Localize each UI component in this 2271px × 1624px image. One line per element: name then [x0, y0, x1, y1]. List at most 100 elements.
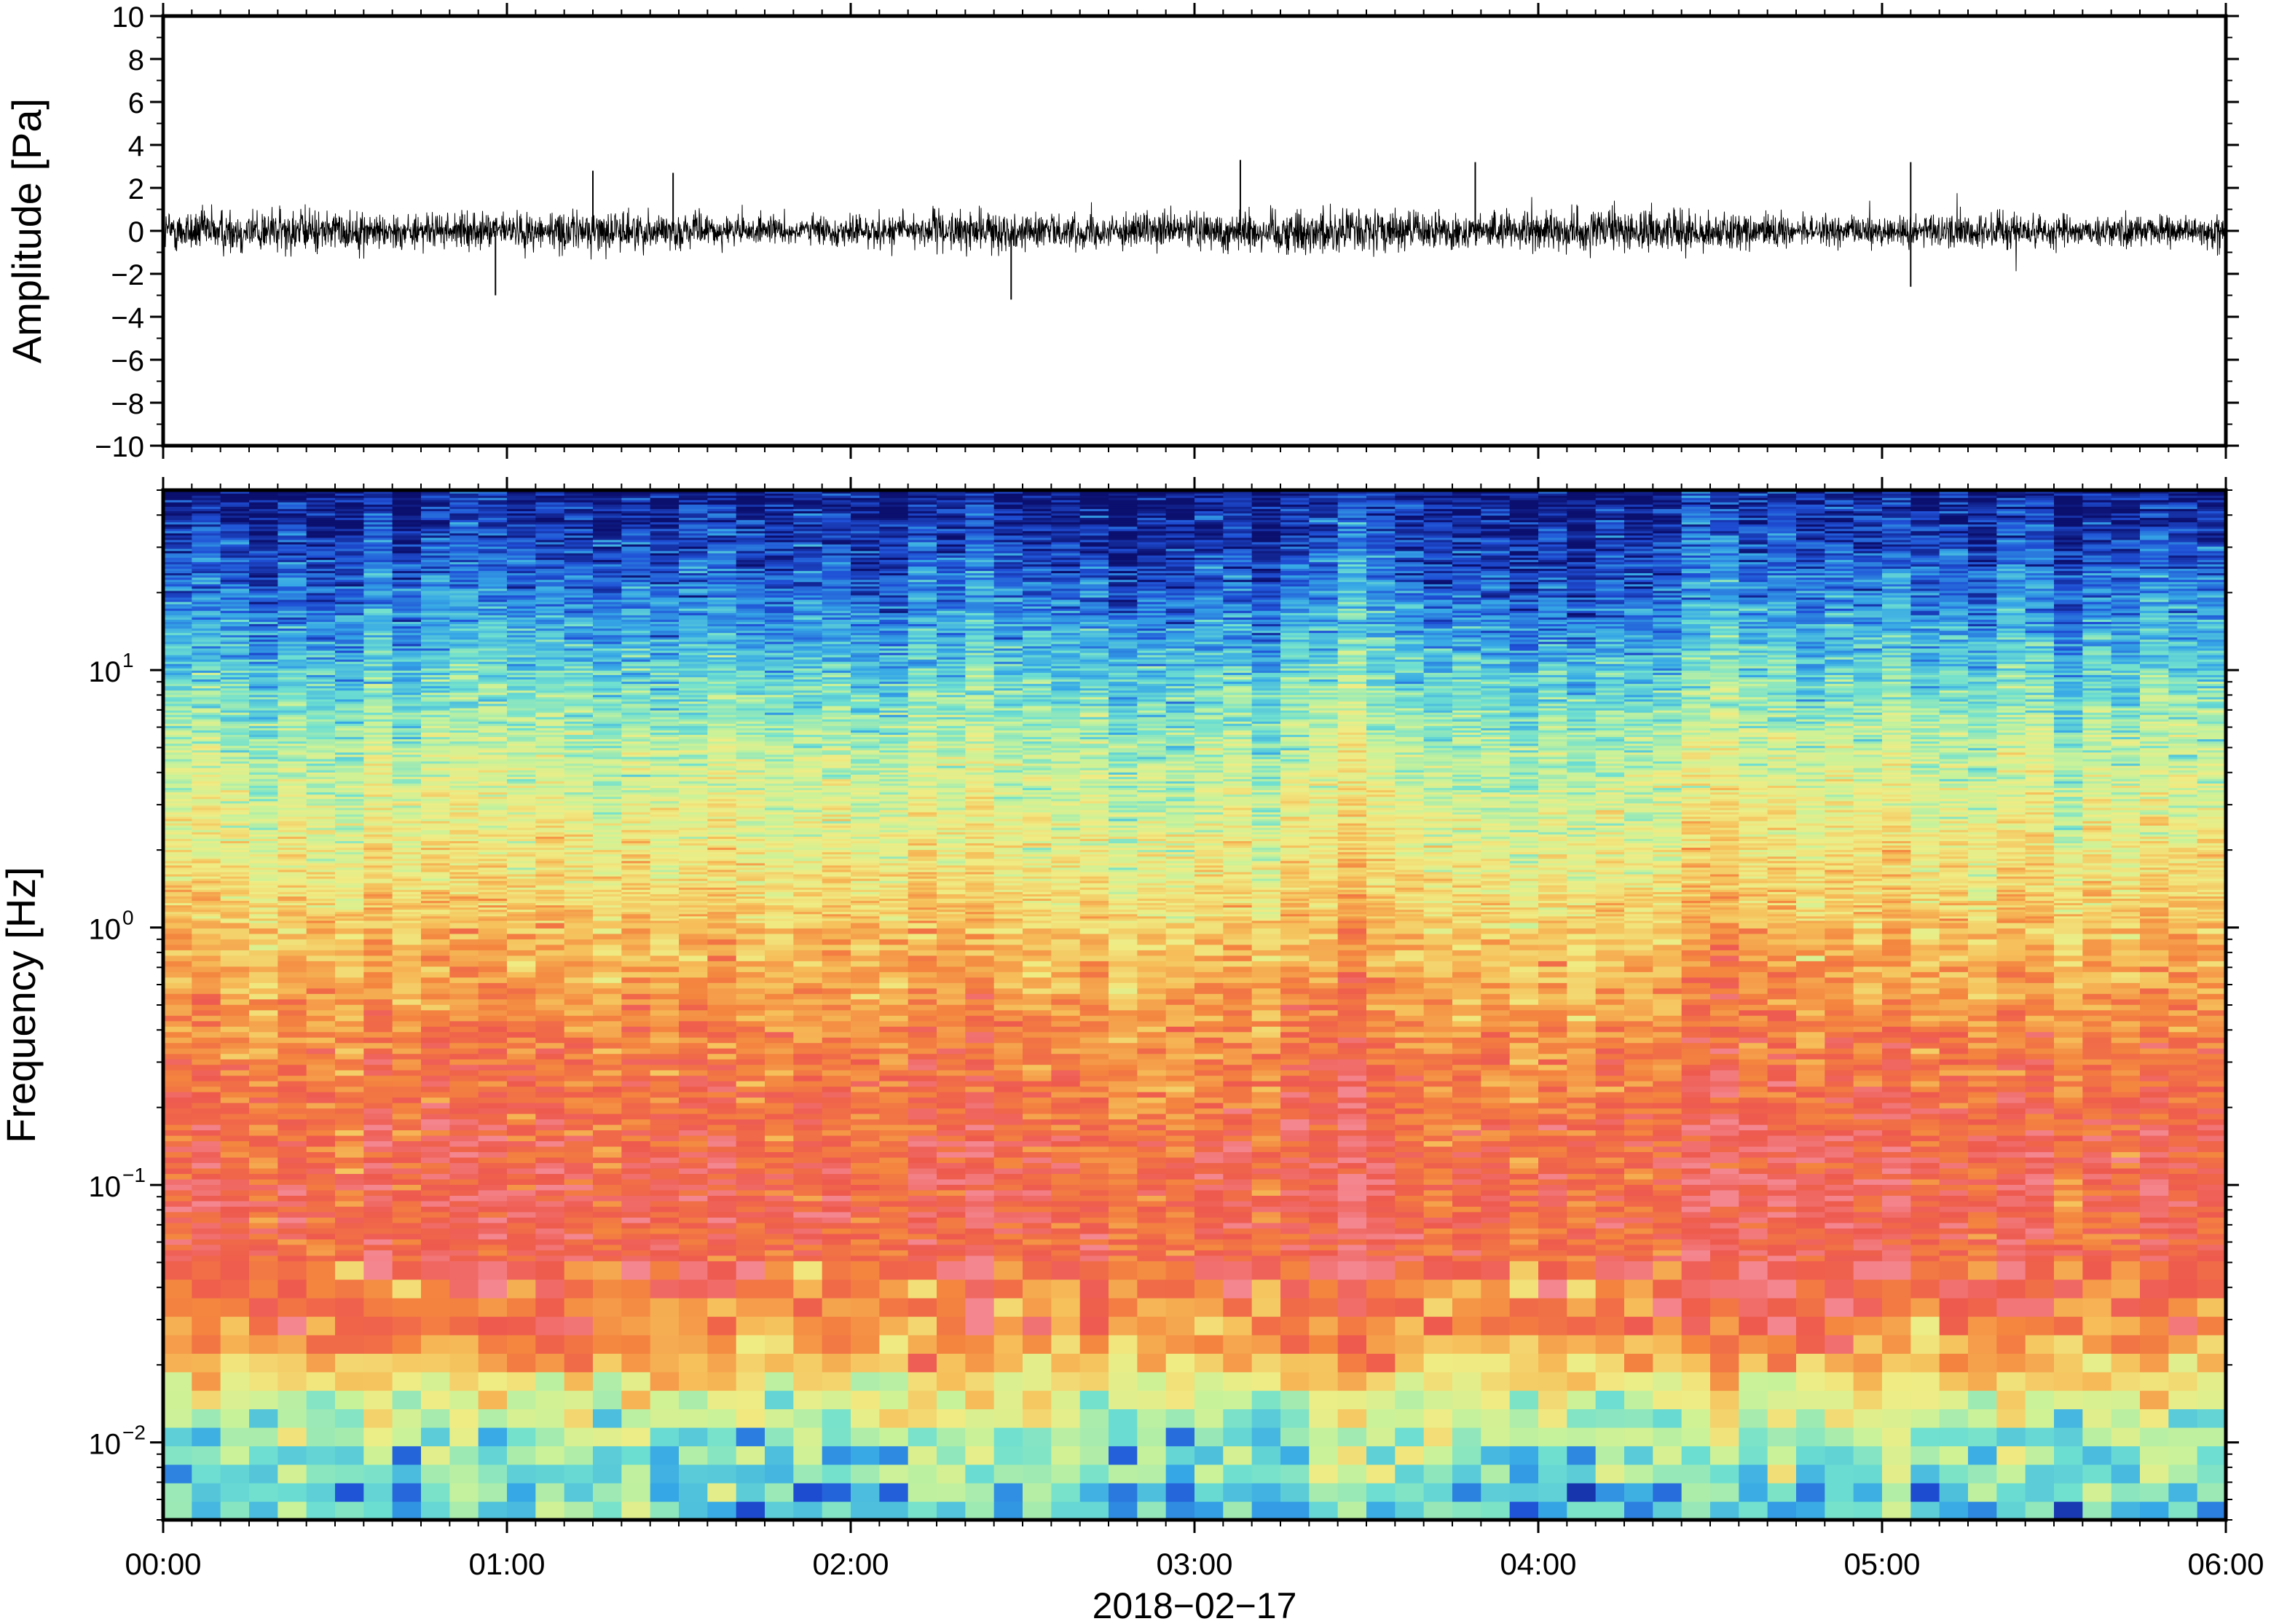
spectrogram-cell [2082, 1298, 2112, 1317]
spectrogram-cell [879, 988, 909, 994]
spectrogram-cell [2111, 988, 2141, 994]
spectrogram-cell [449, 1119, 479, 1125]
spectrogram-cell [1423, 1464, 1453, 1483]
spectrogram-cell [1280, 1108, 1310, 1114]
spectrogram-cell [1337, 1026, 1367, 1033]
spectrogram-cell [1853, 1501, 1883, 1520]
spectrogram-cell [535, 1239, 565, 1245]
spectrogram-cell [392, 1195, 422, 1202]
spectrogram-cell [1251, 1371, 1281, 1391]
spectrogram-cell [1309, 1233, 1339, 1239]
spectrogram-cell [363, 1156, 393, 1164]
spectrogram-cell [2025, 977, 2055, 983]
spectrogram-cell [1739, 1390, 1768, 1410]
spectrogram-cell [793, 1228, 823, 1234]
spectrogram-cell [1825, 993, 1854, 1000]
spectrogram-cell [306, 1501, 336, 1520]
spectrogram-cell [1595, 1146, 1625, 1153]
spectrogram-cell [1710, 1167, 1739, 1175]
spectrogram-cell [1452, 988, 1481, 994]
spectrogram-cell [1023, 1070, 1052, 1076]
spectrogram-cell [993, 1162, 1023, 1169]
spectrogram-cell [1165, 1092, 1195, 1098]
spectrogram-cell [1194, 1108, 1224, 1114]
spectrogram-cell [1280, 1483, 1310, 1502]
spectrogram-cell [1079, 1042, 1109, 1049]
spectrogram-cell [679, 998, 708, 1005]
spectrogram-cell [993, 1075, 1023, 1081]
spectrogram-cell [1366, 1464, 1396, 1483]
spectrogram-cell [1452, 1064, 1481, 1071]
spectrogram-cell [1653, 1048, 1682, 1055]
spectrogram-cell [1796, 1070, 1825, 1076]
spectrogram-cell [822, 1446, 851, 1465]
spectrogram-cell [363, 1233, 393, 1239]
spectrogram-cell [535, 1217, 565, 1223]
spectrogram-cell [1653, 1255, 1682, 1261]
spectrogram-cell [1739, 1015, 1768, 1022]
spectrogram-cell [1452, 1298, 1481, 1317]
spectrogram-cell [507, 1408, 536, 1428]
spectrogram-cell [1796, 1228, 1825, 1234]
spectrogram-cell [1853, 1390, 1883, 1410]
spectrogram-cell [449, 1064, 479, 1071]
spectrogram-cell [1366, 977, 1396, 983]
spectrogram-cell [1853, 1167, 1883, 1175]
spectrogram-cell [1251, 1081, 1281, 1087]
spectrogram-cell [1337, 1173, 1367, 1180]
spectrogram-cell [1681, 1020, 1711, 1027]
spectrogram-cell [192, 1189, 221, 1196]
spectrogram-cell [1452, 1053, 1481, 1060]
spectrogram-cell [937, 1261, 966, 1280]
spectrogram-cell [621, 1244, 651, 1250]
spectrogram-cell [1509, 1092, 1539, 1098]
spectrogram-cell [1567, 1009, 1597, 1016]
spectrogram-cell [564, 1261, 594, 1280]
spectrogram-cell [478, 1178, 508, 1185]
spectrogram-cell [1337, 1015, 1367, 1022]
spectrogram-cell [879, 1140, 909, 1147]
spectrogram-cell [2168, 1015, 2198, 1022]
spectrogram-cell [1194, 1239, 1224, 1245]
spectrogram-cell [2197, 1228, 2226, 1234]
spectrogram-cell [1251, 1031, 1281, 1038]
spectrogram-cell [1280, 1156, 1310, 1164]
spectrogram-cell [1825, 998, 1854, 1005]
spectrogram-cell [1653, 1075, 1682, 1081]
spectrogram-cell [879, 1075, 909, 1081]
spectrogram-cell [707, 1086, 737, 1092]
spectrogram-cell [1109, 1081, 1138, 1087]
spectrogram-cell [965, 1464, 995, 1483]
spectrogram-cell [363, 1026, 393, 1033]
spectrogram-cell [793, 1009, 823, 1016]
spectrogram-cell [1996, 1070, 2026, 1076]
spectrogram-cell [1996, 1173, 2026, 1180]
spectrogram-cell [1710, 998, 1739, 1005]
spectrogram-cell [765, 1075, 794, 1081]
spectrogram-cell [1079, 1195, 1109, 1202]
spectrogram-cell [1996, 1178, 2026, 1185]
spectrogram-cell [2054, 977, 2083, 983]
spectrogram-cell [1567, 1206, 1597, 1213]
spectrogram-cell [1452, 1167, 1481, 1175]
spectrogram-cell [937, 1092, 966, 1098]
spectrogram-cell [1538, 977, 1567, 983]
spectrogram-cell [1739, 1151, 1768, 1158]
spectrogram-cell [650, 1501, 680, 1520]
spectrogram-cell [421, 1130, 450, 1136]
spectrogram-cell [593, 977, 622, 983]
spectrogram-cell [1395, 1140, 1425, 1147]
spectrogram-cell [879, 1146, 909, 1153]
spectrogram-cell [650, 971, 680, 978]
spectrogram-cell [2025, 1009, 2055, 1016]
spectrogram-cell [1023, 1059, 1052, 1065]
spectrogram-cell [1051, 1009, 1081, 1016]
spectrogram-cell [1910, 1501, 1940, 1520]
spectrogram-cell [1796, 1020, 1825, 1027]
spectrogram-cell [793, 1081, 823, 1087]
spectrogram-cell [1079, 1446, 1109, 1465]
spectrogram-cell [2111, 1195, 2141, 1202]
spectrogram-cell [163, 1086, 192, 1092]
spectrogram-cell [478, 1092, 508, 1098]
spectrogram-cell [822, 1173, 851, 1180]
